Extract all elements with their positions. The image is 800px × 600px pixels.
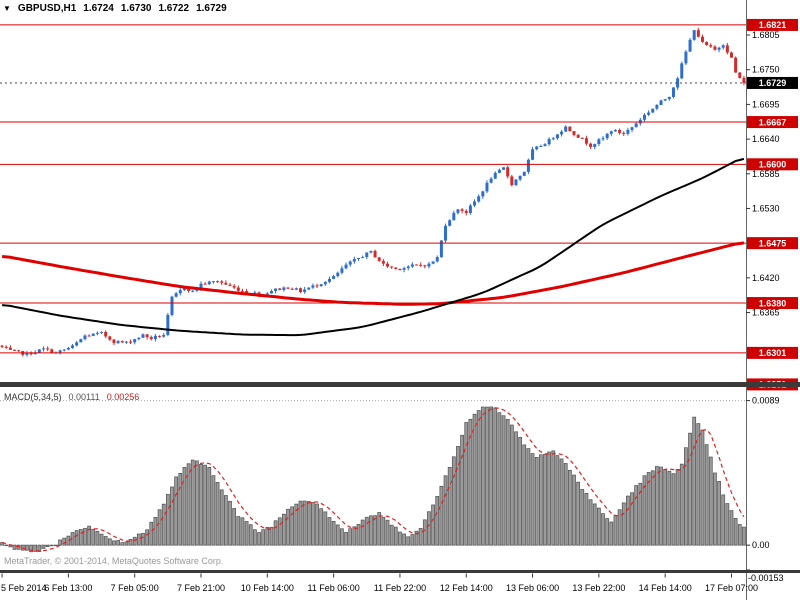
horizontal-level-lines — [0, 24, 746, 354]
moving-average-black — [2, 157, 745, 337]
svg-text:1.6530: 1.6530 — [752, 203, 780, 213]
svg-text:1.6695: 1.6695 — [752, 99, 780, 109]
price-level-badge — [747, 158, 798, 171]
ohlc-high: 1.6730 — [120, 3, 152, 14]
pane-separator[interactable] — [0, 382, 800, 387]
svg-text:7 Feb 21:00: 7 Feb 21:00 — [177, 583, 225, 593]
svg-text:1.6585: 1.6585 — [752, 169, 780, 179]
svg-text:14 Feb 14:00: 14 Feb 14:00 — [639, 583, 692, 593]
price-level-badge — [747, 297, 798, 310]
svg-text:1.6475: 1.6475 — [759, 238, 787, 248]
svg-text:1.6301: 1.6301 — [759, 348, 787, 358]
ohlc-close: 1.6729 — [196, 3, 227, 14]
chart-menu-arrow-icon[interactable]: ▼ — [3, 3, 11, 13]
chart-header: ▼ GBPUSD,H1 1.6724 1.6730 1.6722 1.6729 — [3, 3, 227, 14]
price-axis-ticks: 1.6805 1.6750 1.6695 1.6640 1.6585 1.6530 1.64… — [746, 30, 780, 318]
ohlc-open: 1.6724 — [83, 3, 114, 14]
macd-histogram — [0, 406, 746, 553]
svg-text:13 Feb 06:00: 13 Feb 06:00 — [506, 583, 559, 593]
svg-text:1.6365: 1.6365 — [752, 308, 780, 318]
svg-text:1.6805: 1.6805 — [752, 30, 780, 40]
svg-text:1.6640: 1.6640 — [752, 134, 780, 144]
svg-text:1.6600: 1.6600 — [759, 160, 787, 170]
macd-indicator-label: MACD(5,34,5) 0.00111 0.00256 — [4, 392, 139, 402]
symbol-timeframe-label: GBPUSD,H1 — [17, 3, 77, 14]
macd-main-value: 0.00111 — [68, 392, 100, 402]
ohlc-low: 1.6722 — [158, 3, 190, 14]
pane-separator-bottom[interactable] — [0, 570, 800, 573]
svg-text:10 Feb 14:00: 10 Feb 14:00 — [241, 583, 294, 593]
svg-text:5 Feb 2014: 5 Feb 2014 — [1, 583, 47, 593]
svg-text:-0.00153: -0.00153 — [748, 573, 784, 583]
svg-text:7 Feb 05:00: 7 Feb 05:00 — [111, 583, 159, 593]
svg-text:1.6729: 1.6729 — [759, 78, 787, 88]
price-level-badge — [747, 237, 798, 250]
svg-text:11 Feb 06:00: 11 Feb 06:00 — [307, 583, 359, 593]
svg-text:0.0089: 0.0089 — [752, 396, 780, 406]
price-level-badge — [747, 346, 798, 359]
svg-text:1.6750: 1.6750 — [752, 65, 780, 75]
price-level-badge — [747, 116, 798, 129]
svg-text:0.00: 0.00 — [752, 540, 770, 550]
macd-grid-lines — [0, 400, 746, 546]
svg-text:11 Feb 22:00: 11 Feb 22:00 — [374, 583, 426, 593]
price-level-badge — [747, 18, 798, 31]
macd-signal-value: 0.00256 — [106, 392, 140, 402]
macd-axis-labels: 0.0089 0.00 -0.00153 — [746, 396, 784, 583]
svg-text:12 Feb 14:00: 12 Feb 14:00 — [440, 583, 493, 593]
svg-text:17 Feb 07:00: 17 Feb 07:00 — [705, 583, 758, 593]
svg-text:6 Feb 13:00: 6 Feb 13:00 — [44, 583, 92, 593]
macd-name: MACD(5,34,5) — [4, 392, 62, 402]
macd-signal-line — [1, 407, 745, 552]
current-price-badge — [747, 76, 798, 89]
moving-average-red — [1, 241, 745, 306]
copyright-text: MetaTrader, © 2001-2014, MetaQuotes Soft… — [4, 556, 224, 566]
candles-layer — [0, 27, 746, 357]
svg-text:13 Feb 22:00: 13 Feb 22:00 — [572, 583, 625, 593]
svg-text:1.6821: 1.6821 — [759, 20, 787, 30]
svg-text:1.6420: 1.6420 — [752, 273, 780, 283]
svg-text:1.6380: 1.6380 — [759, 298, 787, 308]
svg-text:1.6667: 1.6667 — [759, 117, 787, 127]
